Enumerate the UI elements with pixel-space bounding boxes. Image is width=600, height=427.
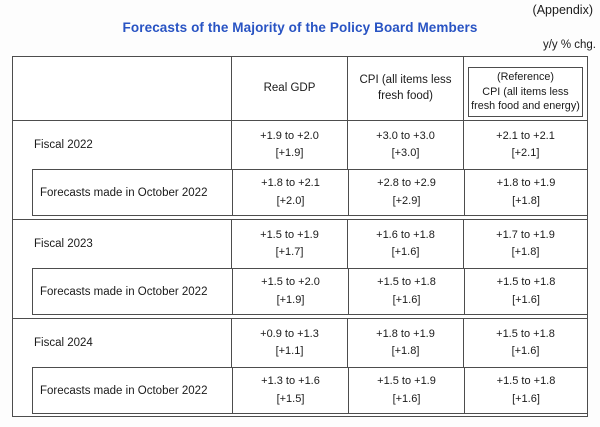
gdp-forecast-cell: +1.5 to +2.0 [+1.9] bbox=[232, 269, 348, 314]
forecast-median: [+1.6] bbox=[392, 293, 421, 306]
forecast-median: [+1.7] bbox=[275, 246, 304, 258]
forecast-range: +1.8 to +1.9 bbox=[376, 327, 435, 340]
header-cpi: CPI (all items less fresh food) bbox=[347, 57, 463, 120]
forecast-range: +1.8 to +1.9 bbox=[496, 177, 556, 190]
forecast-range: +1.5 to +2.0 bbox=[261, 276, 320, 289]
cpi-forecast-cell: +3.0 to +3.0 [+3.0] bbox=[347, 121, 463, 169]
cpi-forecast-cell: +1.8 to +1.9 [+1.8] bbox=[347, 319, 463, 367]
fiscal-2023-group: Fiscal 2023 +1.5 to +1.9 [+1.7] +1.6 to … bbox=[13, 220, 587, 319]
forecast-range: +3.0 to +3.0 bbox=[376, 129, 435, 142]
forecast-median: [+1.1] bbox=[275, 345, 304, 357]
header-reference-cell: (Reference) CPI (all items less fresh fo… bbox=[463, 57, 587, 120]
fiscal-2024-group: Fiscal 2024 +0.9 to +1.3 [+1.1] +1.8 to … bbox=[13, 319, 587, 414]
reference-forecast-cell: +1.7 to +1.9 [+1.8] bbox=[463, 220, 587, 268]
forecast-median: [+1.8] bbox=[511, 246, 540, 258]
october-forecast-label: Forecasts made in October 2022 bbox=[40, 186, 208, 199]
cpi-forecast-cell: +1.6 to +1.8 [+1.6] bbox=[347, 220, 463, 268]
unit-note: y/y % chg. bbox=[542, 39, 596, 51]
fiscal-year-label: Fiscal 2023 bbox=[34, 238, 93, 250]
fiscal-2022-group: Fiscal 2022 +1.9 to +2.0 [+1.9] +3.0 to … bbox=[13, 121, 587, 220]
forecast-range: +1.7 to +1.9 bbox=[496, 228, 555, 241]
forecast-range: +1.5 to +1.8 bbox=[496, 276, 556, 289]
table-header-row: Real GDP CPI (all items less fresh food)… bbox=[13, 57, 587, 121]
forecast-range: +1.3 to +1.6 bbox=[261, 375, 320, 388]
reference-forecast-cell: +1.5 to +1.8 [+1.6] bbox=[463, 319, 587, 367]
page-title: Forecasts of the Majority of the Policy … bbox=[122, 20, 478, 35]
forecast-range: +0.9 to +1.3 bbox=[260, 327, 319, 340]
forecast-median: [+1.6] bbox=[511, 345, 540, 357]
reference-box: (Reference) CPI (all items less fresh fo… bbox=[468, 67, 583, 117]
gdp-forecast-cell: +0.9 to +1.3 [+1.1] bbox=[231, 319, 347, 367]
forecast-median: [+1.8] bbox=[512, 194, 540, 207]
cpi-forecast-cell: +1.5 to +1.8 [+1.6] bbox=[348, 269, 464, 314]
reference-forecast-cell: +1.8 to +1.9 [+1.8] bbox=[464, 170, 587, 215]
forecast-median: [+2.0] bbox=[276, 194, 305, 207]
october-forecast-row: Forecasts made in October 2022 +1.8 to +… bbox=[32, 169, 587, 216]
appendix-label: (Appendix) bbox=[532, 3, 593, 17]
forecast-median: [+1.8] bbox=[391, 345, 420, 357]
cpi-forecast-cell: +1.5 to +1.9 [+1.6] bbox=[348, 368, 464, 413]
gdp-forecast-cell: +1.5 to +1.9 [+1.7] bbox=[231, 220, 347, 268]
gdp-forecast-cell: +1.3 to +1.6 [+1.5] bbox=[232, 368, 348, 413]
forecast-median: [+1.6] bbox=[391, 246, 420, 258]
reference-subtitle: CPI (all items less fresh food and energ… bbox=[471, 85, 580, 113]
header-real-gdp: Real GDP bbox=[231, 57, 347, 120]
forecast-range: +1.5 to +1.8 bbox=[496, 375, 556, 388]
forecast-median: [+1.9] bbox=[276, 293, 305, 306]
gdp-forecast-cell: +1.8 to +2.1 [+2.0] bbox=[232, 170, 348, 215]
fiscal-year-label: Fiscal 2022 bbox=[34, 139, 93, 151]
forecast-median: [+1.6] bbox=[392, 392, 421, 405]
reference-forecast-cell: +1.5 to +1.8 [+1.6] bbox=[464, 269, 587, 314]
fiscal-row: Fiscal 2024 +0.9 to +1.3 [+1.1] +1.8 to … bbox=[13, 319, 587, 367]
reference-forecast-cell: +2.1 to +2.1 [+2.1] bbox=[463, 121, 587, 169]
forecast-median: [+3.0] bbox=[391, 147, 420, 159]
october-forecast-row: Forecasts made in October 2022 +1.3 to +… bbox=[32, 367, 587, 414]
october-forecast-label: Forecasts made in October 2022 bbox=[40, 384, 208, 397]
october-forecast-label: Forecasts made in October 2022 bbox=[40, 285, 208, 298]
forecast-median: [+2.1] bbox=[511, 147, 540, 159]
forecast-range: +2.8 to +2.9 bbox=[377, 177, 436, 190]
forecast-median: [+2.9] bbox=[392, 194, 421, 207]
forecast-range: +1.5 to +1.9 bbox=[260, 228, 319, 241]
fiscal-row: Fiscal 2023 +1.5 to +1.9 [+1.7] +1.6 to … bbox=[13, 220, 587, 268]
forecast-range: +1.8 to +2.1 bbox=[261, 177, 320, 190]
forecast-range: +1.5 to +1.8 bbox=[377, 276, 436, 289]
reference-forecast-cell: +1.5 to +1.8 [+1.6] bbox=[464, 368, 587, 413]
forecast-range: +1.5 to +1.9 bbox=[377, 375, 436, 388]
forecast-range: +1.9 to +2.0 bbox=[260, 129, 319, 142]
gdp-forecast-cell: +1.9 to +2.0 [+1.9] bbox=[231, 121, 347, 169]
october-forecast-row: Forecasts made in October 2022 +1.5 to +… bbox=[32, 268, 587, 315]
forecast-range: +1.5 to +1.8 bbox=[496, 327, 555, 340]
forecast-range: +2.1 to +2.1 bbox=[496, 129, 555, 142]
forecast-median: [+1.6] bbox=[512, 293, 540, 306]
forecast-median: [+1.6] bbox=[512, 392, 540, 405]
forecast-median: [+1.5] bbox=[276, 392, 305, 405]
fiscal-row: Fiscal 2022 +1.9 to +2.0 [+1.9] +3.0 to … bbox=[13, 121, 587, 169]
header-empty-cell bbox=[13, 57, 231, 120]
forecast-median: [+1.9] bbox=[275, 147, 304, 159]
reference-title: (Reference) bbox=[496, 71, 554, 84]
forecast-table: Real GDP CPI (all items less fresh food)… bbox=[12, 56, 588, 417]
forecast-range: +1.6 to +1.8 bbox=[376, 228, 435, 241]
cpi-forecast-cell: +2.8 to +2.9 [+2.9] bbox=[348, 170, 464, 215]
fiscal-year-label: Fiscal 2024 bbox=[34, 337, 93, 349]
